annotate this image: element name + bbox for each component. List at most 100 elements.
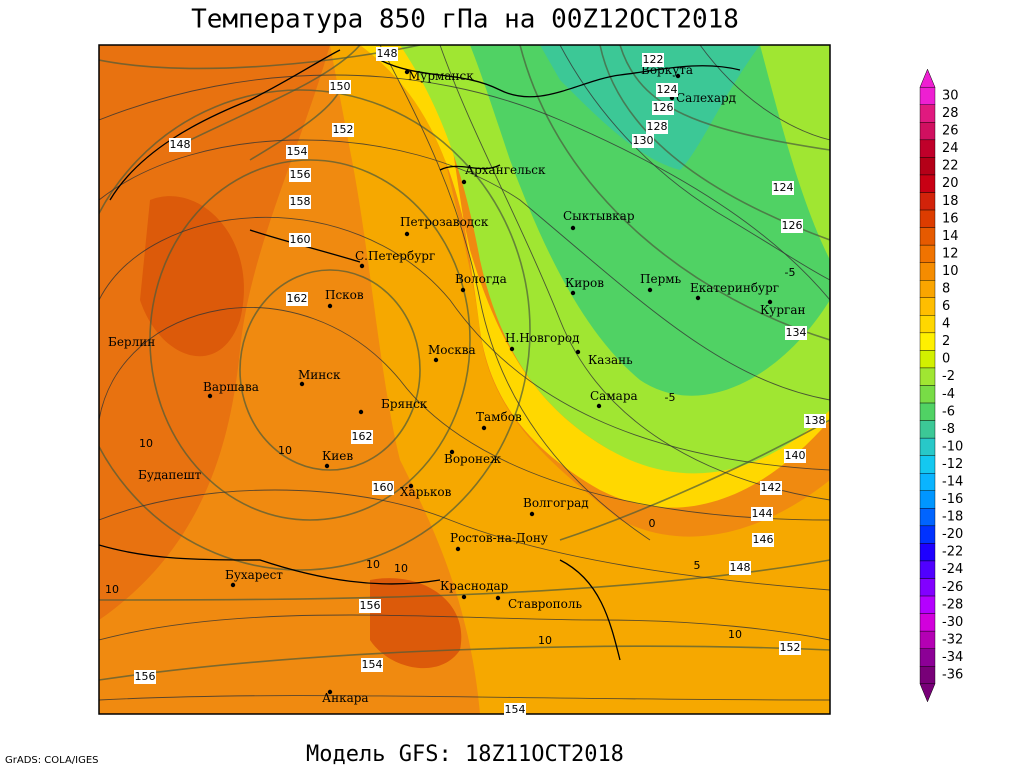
contour-label: 156 bbox=[290, 168, 311, 181]
colorbar-swatch bbox=[919, 578, 936, 597]
colorbar-tick-label: -4 bbox=[942, 387, 955, 402]
colorbar-arrow bbox=[919, 683, 936, 703]
colorbar-arrow bbox=[919, 68, 936, 88]
colorbar-swatch bbox=[919, 157, 936, 176]
colorbar-tick-label: -8 bbox=[942, 422, 955, 437]
colorbar-swatch bbox=[919, 209, 936, 228]
contour-label: 148 bbox=[377, 47, 398, 60]
colorbar: 302826242220181614121086420-2-4-6-8-10-1… bbox=[919, 68, 963, 703]
contour-label: 128 bbox=[647, 120, 668, 133]
colorbar-tick-label: 4 bbox=[942, 317, 950, 332]
city-label: Варшава bbox=[203, 380, 259, 394]
colorbar-swatch bbox=[919, 543, 936, 562]
contour-label: 124 bbox=[657, 83, 678, 96]
label-box bbox=[632, 134, 654, 148]
contour-label: 154 bbox=[362, 658, 383, 671]
credit: GrADS: COLA/IGES bbox=[5, 755, 99, 766]
cool-area bbox=[360, 45, 830, 508]
colorbar-tick-label: 22 bbox=[942, 159, 959, 174]
city-label: Краснодар bbox=[440, 579, 509, 593]
colorbar-swatch bbox=[919, 666, 936, 684]
colorbar-tick-label: -32 bbox=[942, 632, 963, 647]
contour-label: 152 bbox=[333, 123, 354, 136]
label-box bbox=[760, 481, 782, 495]
colorbar-swatch bbox=[919, 613, 936, 632]
city-label: Н.Новгород bbox=[505, 331, 580, 345]
temperature-label: 10 bbox=[105, 583, 119, 596]
cold-area bbox=[760, 45, 830, 260]
city-dot bbox=[449, 449, 455, 455]
contour-label: 154 bbox=[505, 703, 526, 716]
city-label: Пермь bbox=[640, 272, 682, 286]
contour-label: 138 bbox=[805, 414, 826, 427]
city-dot bbox=[433, 357, 439, 363]
contour-label: 152 bbox=[780, 641, 801, 654]
label-box bbox=[169, 138, 191, 152]
city-dot bbox=[529, 511, 535, 517]
colorbar-tick-label: 2 bbox=[942, 334, 950, 349]
city-dot bbox=[596, 403, 602, 409]
city-dot bbox=[404, 69, 410, 75]
colorbar-tick-label: -28 bbox=[942, 597, 963, 612]
colorbar-tick-label: -20 bbox=[942, 527, 963, 542]
colorbar-tick-label: -12 bbox=[942, 457, 963, 472]
colorbar-tick-label: 0 bbox=[942, 352, 950, 367]
label-box bbox=[642, 53, 664, 67]
city-label: Минск bbox=[298, 368, 341, 382]
colorbar-tick-label: -36 bbox=[942, 668, 963, 683]
streamlines bbox=[99, 45, 830, 701]
colorbar-swatch bbox=[919, 367, 936, 386]
colorbar-swatch bbox=[919, 262, 936, 281]
city-label: С.Петербург bbox=[355, 249, 435, 263]
city-dot bbox=[358, 409, 364, 415]
city-dot bbox=[675, 73, 681, 79]
city-dot bbox=[570, 225, 576, 231]
colorbar-swatch bbox=[919, 87, 936, 105]
label-box bbox=[351, 430, 373, 444]
colorbar-tick-label: 26 bbox=[942, 124, 959, 139]
temperature-label: 10 bbox=[728, 628, 742, 641]
city-label: Екатеринбург bbox=[690, 281, 779, 295]
contour-label: 148 bbox=[170, 138, 191, 151]
city-label: Брянск bbox=[381, 397, 428, 411]
label-box bbox=[286, 292, 308, 306]
city-label: Волгоград bbox=[523, 496, 589, 510]
city-label: Воронеж bbox=[444, 452, 501, 466]
hot-area bbox=[140, 196, 244, 357]
title: Температура 850 гПа на 00Z12OCT2018 bbox=[191, 5, 739, 35]
label-box bbox=[289, 233, 311, 247]
city-label: Харьков bbox=[400, 485, 452, 499]
colorbar-swatch bbox=[919, 385, 936, 404]
city-dot bbox=[570, 290, 576, 296]
colorbar-swatch bbox=[919, 280, 936, 298]
colorbar-tick-label: -2 bbox=[942, 369, 955, 384]
map-frame bbox=[98, 44, 831, 715]
contour-label: 148 bbox=[730, 561, 751, 574]
label-box bbox=[785, 326, 807, 340]
colorbar-swatch bbox=[919, 244, 936, 263]
city-label: Архангельск bbox=[465, 163, 546, 177]
colorbar-swatch bbox=[919, 420, 936, 439]
city-dot bbox=[495, 595, 501, 601]
city-dot bbox=[299, 381, 305, 387]
label-box bbox=[752, 533, 774, 547]
label-box bbox=[781, 219, 803, 233]
city-dot bbox=[509, 346, 515, 352]
contour-label: 130 bbox=[633, 134, 654, 147]
contour-label: 142 bbox=[761, 481, 782, 494]
city-dot bbox=[460, 287, 466, 293]
label-box bbox=[784, 449, 806, 463]
coldest-area bbox=[540, 45, 760, 170]
colorbar-swatch bbox=[919, 315, 936, 334]
city-dot bbox=[359, 263, 365, 269]
contour-label: 134 bbox=[786, 326, 807, 339]
colorbar-swatch bbox=[919, 437, 936, 456]
colorbar-swatch bbox=[919, 560, 936, 579]
city-dot bbox=[695, 295, 701, 301]
label-box bbox=[772, 181, 794, 195]
colorbar-tick-label: 14 bbox=[942, 229, 959, 244]
colorbar-tick-label: 24 bbox=[942, 141, 959, 156]
city-label: Сыктывкар bbox=[563, 209, 635, 223]
city-dot bbox=[481, 425, 487, 431]
